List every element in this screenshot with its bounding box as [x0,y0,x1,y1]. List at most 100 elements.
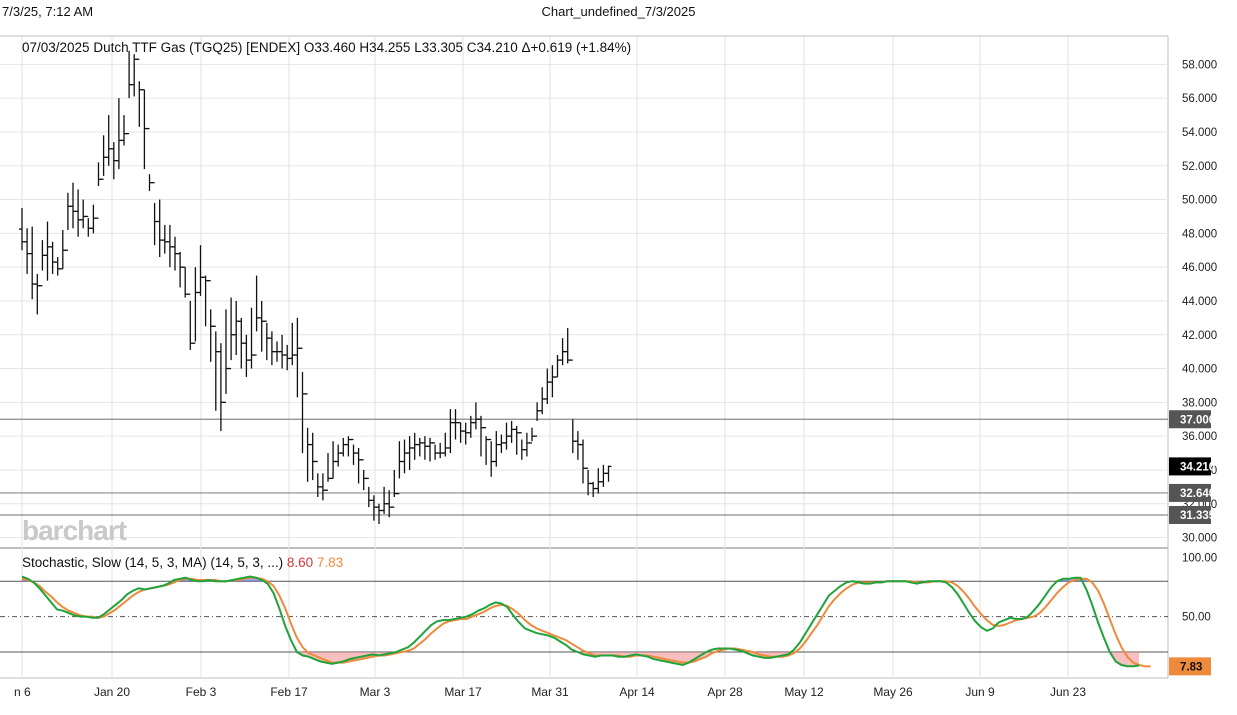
ohlc-bar [529,427,535,444]
ohlc-bar [370,495,377,521]
ohlc-bar [330,441,337,480]
price-tick-label: 48.000 [1182,228,1217,240]
price-level-badge-box [1169,410,1211,429]
price-tick-label: 42.000 [1182,330,1217,342]
horizontal-levels [0,418,1168,516]
price-level-badge-text: 31.335 [1180,510,1216,522]
stochastic-tick-label: 50.00 [1182,612,1211,624]
ohlc-bar [115,98,122,170]
ohlc-bar [166,224,173,268]
ohlc-bar [268,331,275,366]
ohlc-bar [233,300,240,356]
ohlc-bar [64,192,71,251]
stochastic-panel [0,575,1168,668]
ohlc-bar [427,437,433,462]
last-price-badge-text: 34.210 [1180,461,1215,473]
ohlc-bar [513,426,520,455]
ohlc-bars [19,50,612,525]
ohlc-bar [253,275,260,356]
last-price-badge: 34.210 [1169,457,1215,476]
ohlc-bar [350,438,357,465]
time-axis-labels: n 6 Jan 20 Feb 3 Feb 17 Mar 3 Mar 17 Mar 31 Apr… [14,685,1086,699]
ohlc-bar [105,115,112,166]
stochastic-d-badge: 7.83 [1169,657,1211,676]
price-info-legend: 07/03/2025 Dutch TTF Gas (TGQ25) [ENDEX]… [22,40,631,55]
ohlc-bar [95,162,102,219]
ohlc-bar [121,115,127,146]
stochastic-axis-labels: 50.00 100.00 [1182,553,1217,624]
ohlc-bar [279,334,286,369]
ohlc-bar [585,467,592,496]
ohlc-bar [498,434,505,454]
ohlc-bar [452,409,459,440]
ohlc-bar [44,221,51,281]
ohlc-bar [580,439,586,484]
time-tick-label: Mar 3 [360,685,391,699]
stochastic-k-line [21,575,1140,668]
price-tick-label: 58.000 [1182,59,1217,71]
ohlc-bar [151,181,158,246]
ohlc-bar [416,437,423,457]
ohlc-bar [294,317,301,398]
stochastic-d-badge-text: 7.83 [1180,661,1202,673]
ohlc-bar [192,267,199,344]
ohlc-bar [472,402,479,430]
ohlc-bar [207,280,214,362]
ohlc-bar [483,427,490,465]
price-level-badge-box [1169,483,1211,502]
ohlc-bar [141,89,148,170]
stochastic-d-value: 7.83 [317,555,343,570]
ohlc-bar [54,257,61,276]
time-tick-label: Mar 31 [531,685,569,699]
price-tick-label: 36.000 [1182,431,1217,443]
price-tick-label: 54.000 [1182,127,1217,139]
ohlc-bar [161,224,168,254]
ohlc-bar [309,432,316,481]
time-tick-label: May 12 [784,685,824,699]
price-level-badge: 31.335 [1169,505,1216,524]
ohlc-bar [325,453,331,491]
stochastic-d-badge-box [1169,657,1211,676]
ohlc-bar [411,432,418,460]
price-tick-label: 56.000 [1182,93,1217,105]
ohlc-bar [437,442,444,459]
time-tick-label: Jun 9 [965,685,995,699]
ohlc-bar [564,327,571,364]
ohlc-bar [19,208,25,251]
ohlc-bar [217,343,224,432]
axis-badges: 37.000 32.640 31.335 34.210 7.83 [1169,410,1216,676]
time-tick-label: Jan 20 [94,685,130,699]
oversold-fill [577,652,713,665]
ohlc-bar [136,58,143,127]
ohlc-bar [488,438,495,477]
ohlc-bar [314,460,321,497]
ohlc-bar [177,251,184,288]
ohlc-bar [406,436,413,470]
ohlc-bar [432,442,439,460]
price-tick-label: 40.000 [1182,364,1217,376]
ohlc-bar [396,441,403,495]
ohlc-bar [360,459,367,491]
oversold-fill [1109,652,1139,667]
ohlc-bar [462,422,469,445]
ohlc-bar [49,241,56,274]
ohlc-bar [508,420,515,443]
time-tick-label: n 6 [14,685,31,699]
ohlc-bar [554,355,561,378]
ohlc-bar [243,334,250,377]
ohlc-bar [90,204,97,234]
ohlc-bar [80,199,87,229]
ohlc-bar [146,127,153,192]
price-level-badge: 32.640 [1169,483,1215,502]
ohlc-bar [518,432,525,460]
ohlc-bar [391,469,398,508]
ohlc-bar [539,387,546,415]
ohlc-bar [156,199,163,258]
stochastic-legend: Stochastic, Slow (14, 5, 3, MA) (14, 5, … [22,555,343,570]
header-datetime: 7/3/25, 7:12 AM [2,4,94,19]
ohlc-bar [421,436,428,460]
time-tick-label: May 26 [873,685,913,699]
price-tick-label: 46.000 [1182,262,1217,274]
ohlc-bar [600,464,607,487]
